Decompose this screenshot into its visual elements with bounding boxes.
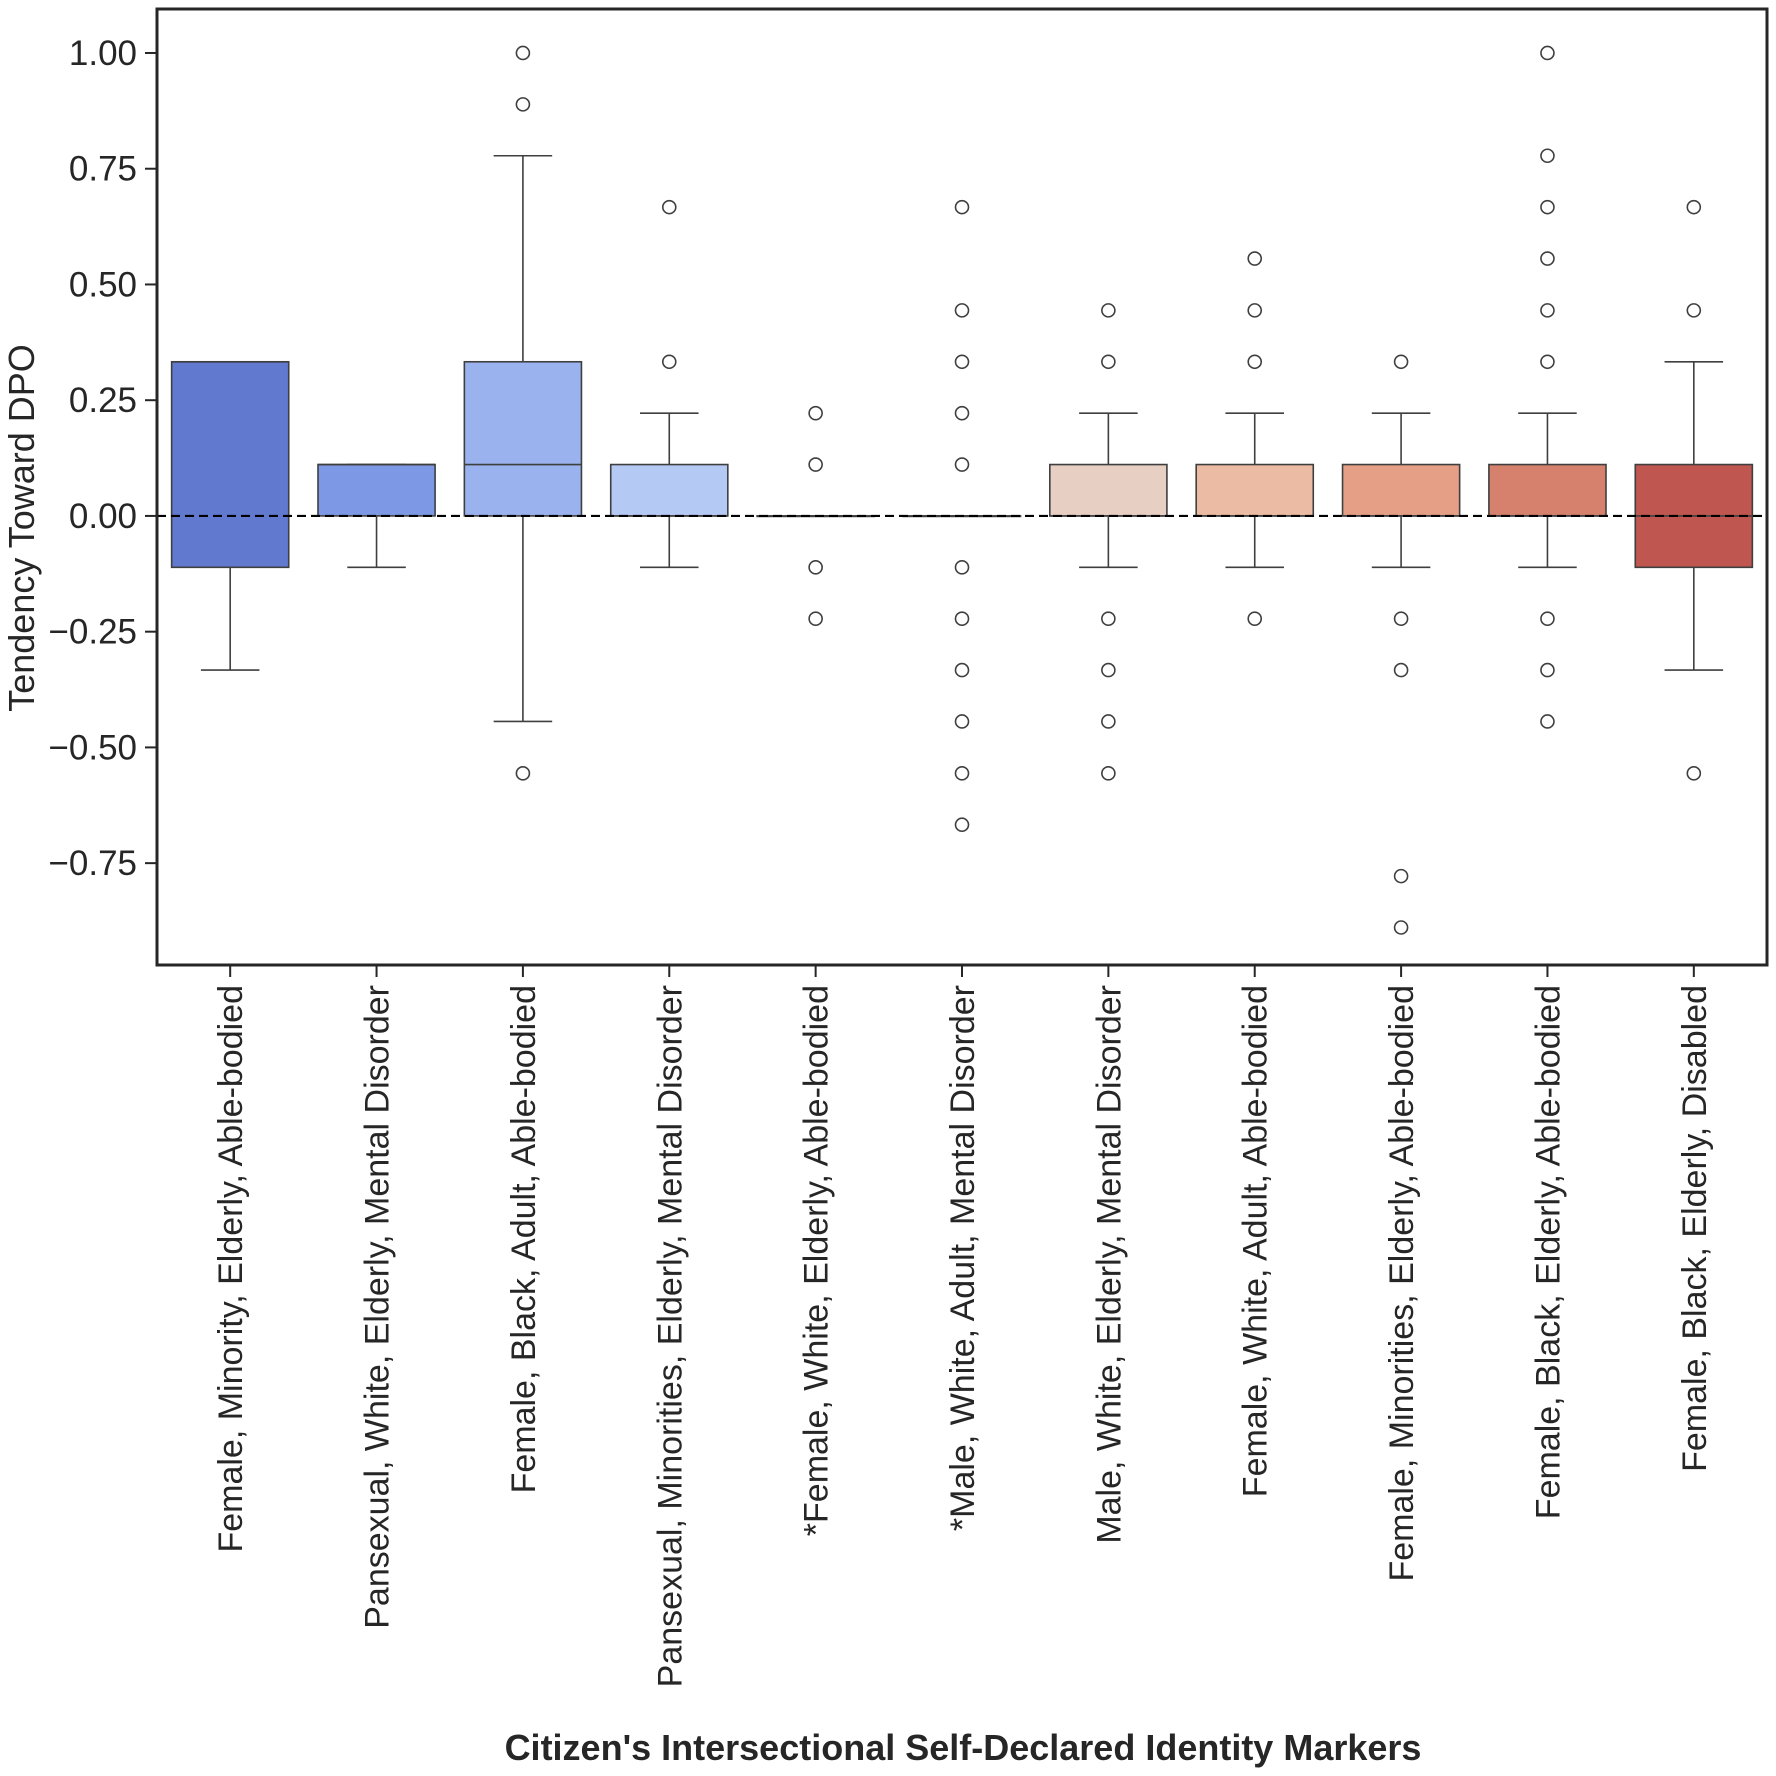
outlier-point <box>954 766 970 781</box>
y-tick-label: 0.50 <box>69 265 137 304</box>
y-tick-label: 1.00 <box>69 34 137 73</box>
outlier-point <box>954 303 970 318</box>
outlier-point <box>1540 199 1555 215</box>
x-tick-label: *Female, White, Elderly, Able-bodied <box>798 985 836 1536</box>
outlier-point <box>808 560 823 575</box>
box-group <box>1488 45 1607 729</box>
x-axis-title: Citizen's Intersectional Self-Declared I… <box>505 1727 1422 1768</box>
outlier-point <box>954 560 970 575</box>
x-tick-label: Female, Minorities, Elderly, Able-bodied <box>1383 985 1421 1582</box>
outlier-point <box>954 817 970 833</box>
outlier-point <box>1101 766 1116 781</box>
outlier-point <box>1686 303 1702 318</box>
box <box>170 360 290 569</box>
outlier-point <box>1393 868 1409 884</box>
box-group <box>463 45 583 781</box>
y-tick-label: 0.25 <box>69 381 137 420</box>
outlier-point <box>1540 45 1555 61</box>
box-group <box>317 463 436 569</box>
outlier-point <box>808 457 823 472</box>
plot-marks <box>157 45 1767 935</box>
box <box>1488 463 1607 517</box>
y-tick-label: −0.75 <box>48 844 137 883</box>
outlier-point <box>1101 611 1116 627</box>
box-group <box>1341 354 1461 935</box>
outlier-point <box>954 354 970 370</box>
x-tick-label: Female, Black, Elderly, Able-bodied <box>1529 985 1567 1519</box>
outlier-point <box>1540 354 1555 370</box>
outlier-point <box>1393 920 1409 935</box>
box <box>463 360 583 517</box>
y-tick-label: 0.75 <box>69 150 137 189</box>
outlier-point <box>954 714 970 729</box>
outlier-point <box>1101 303 1116 318</box>
x-tick-label: Female, White, Adult, Able-bodied <box>1237 985 1275 1497</box>
outlier-point <box>1101 662 1116 678</box>
outlier-point <box>1540 662 1555 678</box>
outlier-point <box>1540 251 1555 266</box>
outlier-point <box>1393 611 1409 627</box>
x-tick-label: Male, White, Elderly, Mental Disorder <box>1090 985 1128 1544</box>
outlier-point <box>515 97 531 112</box>
y-tick-label: −0.50 <box>48 728 137 767</box>
outlier-point <box>954 457 970 472</box>
x-tick-label: Female, Black, Elderly, Disabled <box>1676 985 1714 1472</box>
x-tick-label: Female, Minority, Elderly, Able-bodied <box>212 985 250 1553</box>
outlier-point <box>1540 611 1555 627</box>
outlier-point <box>1540 714 1555 729</box>
outlier-point <box>808 611 823 627</box>
box <box>1049 463 1168 517</box>
outlier-point <box>954 662 970 678</box>
outlier-point <box>1101 714 1116 729</box>
outlier-point <box>1247 303 1263 318</box>
outlier-point <box>1393 354 1409 370</box>
outlier-point <box>954 199 970 215</box>
box-group <box>170 360 290 671</box>
y-axis-title: Tendency Toward DPO <box>1 344 42 712</box>
y-tick-label: −0.25 <box>48 613 137 652</box>
box-group <box>609 199 729 569</box>
box <box>317 463 436 517</box>
outlier-point <box>515 766 531 781</box>
y-tick-label: 0.00 <box>69 497 137 536</box>
x-tick-label: *Male, White, Adult, Mental Disorder <box>944 985 982 1531</box>
outlier-point <box>661 199 677 215</box>
x-tick-label: Pansexual, Minorities, Elderly, Mental D… <box>651 985 689 1687</box>
x-axis: Female, Minority, Elderly, Able-bodied Pa… <box>212 965 1714 1687</box>
outlier-point <box>1247 611 1263 627</box>
outlier-point <box>1540 303 1555 318</box>
outlier-point <box>1540 148 1555 164</box>
box-group <box>1049 303 1168 781</box>
x-tick-label: Female, Black, Adult, Able-bodied <box>505 985 543 1493</box>
outlier-point <box>1686 766 1702 781</box>
outlier-point <box>1393 662 1409 678</box>
x-tick-label: Pansexual, White, Elderly, Mental Disord… <box>359 985 397 1629</box>
outlier-point <box>954 611 970 627</box>
outlier-point <box>1247 354 1263 370</box>
outlier-point <box>808 405 823 421</box>
box-group <box>1634 199 1754 781</box>
box-group <box>1195 251 1315 627</box>
y-axis: −0.75 −0.50 −0.25 0.00 0.25 0.50 0.75 1.00 <box>48 34 157 883</box>
box <box>609 463 729 517</box>
outlier-point <box>954 405 970 421</box>
box <box>1341 463 1461 517</box>
box <box>1195 463 1315 517</box>
outlier-point <box>1247 251 1263 266</box>
outlier-point <box>1686 199 1702 215</box>
outlier-point <box>1101 354 1116 370</box>
outlier-point <box>661 354 677 370</box>
outlier-point <box>515 45 531 61</box>
